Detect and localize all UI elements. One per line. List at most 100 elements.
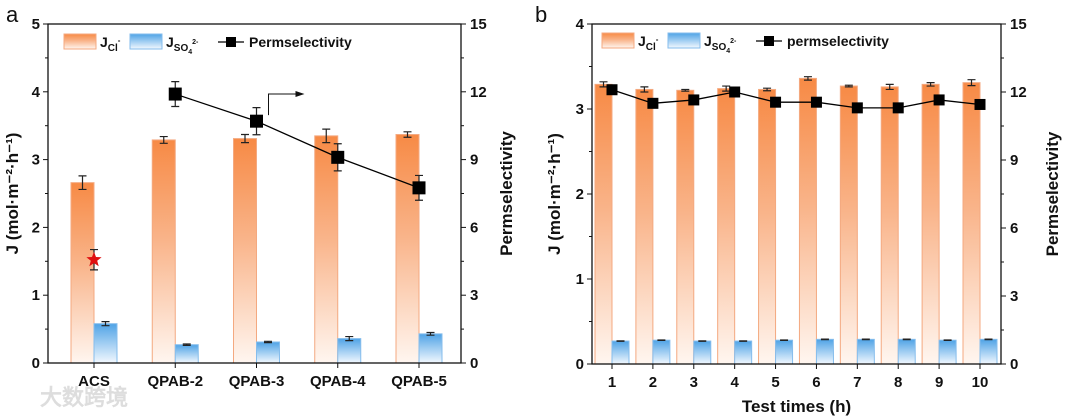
- x-tick-label: 9: [935, 374, 943, 391]
- y2-tick-label: 15: [470, 16, 487, 33]
- permselectivity-line: [611, 89, 981, 109]
- legend-text: J: [166, 34, 174, 50]
- y-tick-label: 0: [576, 356, 584, 373]
- error-bar-cl: [599, 81, 608, 88]
- error-bar-so4: [820, 338, 829, 341]
- y2-axis-title: Permselectivity: [497, 131, 516, 256]
- x-tick-label: 3: [690, 374, 698, 391]
- legend-label-cl: JCl-: [638, 33, 659, 53]
- y-axis-title: J (mol·m⁻²·h⁻¹): [545, 133, 564, 255]
- x-tick-label: ACS: [78, 373, 110, 390]
- y-tick-label: 0: [32, 355, 40, 372]
- error-bar-cl: [78, 175, 87, 191]
- error-bar-cl: [926, 82, 935, 87]
- legend-label-so4: JSO42-: [166, 34, 199, 56]
- legend-text: J: [704, 33, 712, 49]
- y2-tick-label: 3: [470, 287, 478, 304]
- bar-so4-2: [652, 339, 671, 365]
- y2-tick-label: 0: [470, 355, 478, 372]
- error-bar-cl: [885, 83, 894, 91]
- bar-cl-8: [880, 86, 899, 365]
- point-permselectivity-3: [688, 94, 700, 106]
- bar-so4-QPAB-3: [256, 341, 280, 364]
- x-tick-label: QPAB-3: [229, 373, 285, 390]
- bar-so4-8: [897, 338, 916, 365]
- legend-sub: SO: [174, 43, 189, 54]
- panel-label: a: [6, 2, 19, 27]
- legend-label-permselectivity: Permselectivity: [249, 34, 352, 50]
- error-bar-so4: [984, 338, 993, 341]
- legend-sup: 2-: [192, 39, 199, 46]
- bar-so4-3: [693, 340, 712, 365]
- bar-cl-9: [921, 83, 940, 365]
- legend-sup: -: [656, 35, 659, 44]
- y2-tick-label: 12: [470, 84, 487, 101]
- bar-cl-QPAB-5: [395, 134, 420, 364]
- error-bar-so4: [861, 338, 870, 341]
- error-bar-cl: [681, 88, 690, 92]
- bar-so4-5: [775, 339, 794, 365]
- legend-swatch-cl: [63, 33, 97, 50]
- error-bar-so4: [345, 335, 354, 342]
- y-tick-label: 2: [576, 186, 584, 203]
- error-bar-so4: [616, 340, 625, 342]
- legend-sub: SO: [712, 42, 727, 53]
- bar-cl-QPAB-4: [314, 135, 339, 364]
- error-bar-cl: [640, 86, 649, 93]
- legend-swatch-so4: [667, 32, 701, 49]
- y-tick-label: 3: [32, 152, 40, 169]
- bar-cl-7: [839, 85, 858, 365]
- legend-swatch-cl: [601, 32, 635, 49]
- error-bar-cl: [722, 85, 731, 92]
- point-permselectivity-9: [933, 94, 945, 106]
- x-tick-label: 6: [812, 374, 820, 391]
- bar-so4-QPAB-2: [174, 344, 199, 364]
- bar-cl-3: [676, 89, 695, 365]
- x-tick-label: 8: [894, 374, 902, 391]
- legend-text: J: [100, 34, 108, 50]
- y-tick-label: 3: [576, 101, 584, 118]
- bar-so4-ACS: [93, 323, 118, 364]
- legend-sub: Cl: [108, 43, 118, 54]
- legend-square-marker: [226, 37, 236, 47]
- error-bar-cl: [241, 133, 249, 144]
- x-tick-label: 5: [771, 374, 779, 391]
- x-tick-label: 7: [853, 374, 861, 391]
- y-tick-label: 4: [32, 84, 41, 101]
- error-bar-so4: [943, 339, 952, 342]
- legend-label-so4: JSO42-: [704, 33, 737, 55]
- x-tick-label: QPAB-4: [310, 373, 366, 390]
- y2-tick-label: 6: [1010, 220, 1018, 237]
- bar-so4-6: [815, 338, 834, 365]
- y2-tick-label: 0: [1010, 356, 1018, 373]
- watermark: 大数跨境: [40, 385, 128, 410]
- bar-cl-5: [758, 88, 777, 365]
- error-bar-so4: [182, 343, 191, 346]
- arrow-head-icon: [295, 91, 305, 98]
- legend-sub: Cl: [646, 42, 656, 53]
- point-permselectivity-1: [606, 84, 618, 96]
- x-axis-title: Test times (h): [742, 397, 851, 416]
- bar-so4-7: [856, 338, 875, 365]
- x-tick-label: 4: [730, 374, 739, 391]
- error-bar-cl: [763, 87, 772, 92]
- legend-label-permselectivity: permselectivity: [787, 33, 889, 49]
- bar-cl-6: [798, 77, 817, 365]
- error-bar-so4: [902, 338, 911, 341]
- point-permselectivity-QPAB-5: [412, 181, 426, 195]
- error-bar-so4: [101, 321, 110, 327]
- bar-cl-2: [635, 88, 654, 365]
- error-bar-so4: [698, 340, 707, 342]
- legend-sub2: 4: [726, 48, 730, 55]
- error-bar-so4: [739, 340, 748, 342]
- y2-tick-label: 3: [1010, 288, 1018, 305]
- error-bar-so4: [426, 331, 435, 336]
- error-bar-so4: [657, 339, 666, 342]
- point-permselectivity-7: [851, 102, 863, 114]
- y-tick-label: 5: [32, 16, 40, 33]
- legend-sup: 2-: [730, 38, 737, 45]
- star-marker: [86, 251, 102, 267]
- legend-sub2: 4: [188, 49, 192, 56]
